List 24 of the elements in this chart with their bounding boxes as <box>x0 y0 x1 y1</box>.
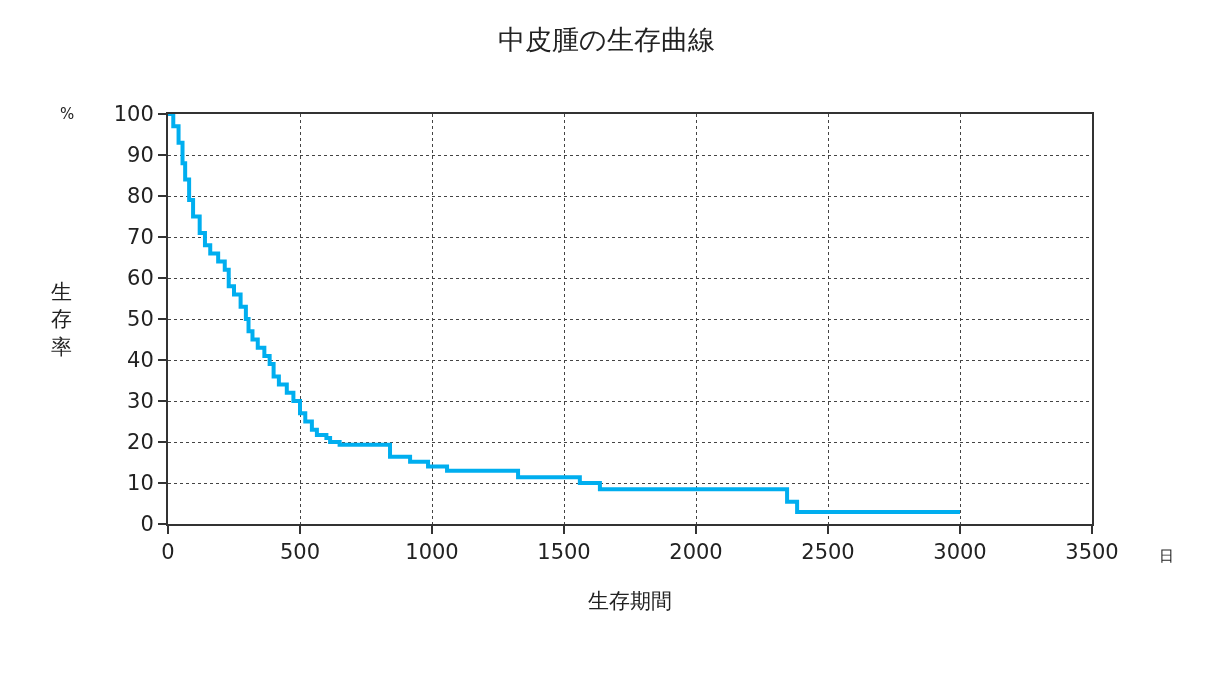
y-tick-label: 80 <box>127 184 154 209</box>
y-tick-label: 60 <box>127 266 154 291</box>
text: % <box>60 105 75 123</box>
y-tick-label: 20 <box>127 430 154 455</box>
x-axis-title: 生存期間 <box>588 588 672 613</box>
y-tick-label: 50 <box>127 307 154 332</box>
text: 日 <box>1159 547 1174 565</box>
y-tick-label: 10 <box>127 471 154 496</box>
y-tick-label: 40 <box>127 348 154 373</box>
x-tick-label: 1500 <box>537 540 591 565</box>
x-tick-label: 2000 <box>669 540 723 565</box>
y-axis-title: 生存率 <box>51 280 72 359</box>
x-tick-label: 0 <box>161 540 175 565</box>
y-tick-label: 90 <box>127 143 154 168</box>
y-tick-label: 100 <box>113 102 154 127</box>
x-tick-label: 500 <box>279 540 321 565</box>
x-tick-label: 1000 <box>405 540 459 565</box>
y-tick-label: 30 <box>127 389 154 414</box>
x-tick-label: 3000 <box>933 540 987 565</box>
y-tick-label: 0 <box>140 512 154 537</box>
y-tick-label: 70 <box>127 225 154 250</box>
chart-title: 中皮腫の生存曲線 <box>498 24 715 56</box>
x-tick-label: 2500 <box>801 540 855 565</box>
x-tick-label: 3500 <box>1065 540 1119 565</box>
